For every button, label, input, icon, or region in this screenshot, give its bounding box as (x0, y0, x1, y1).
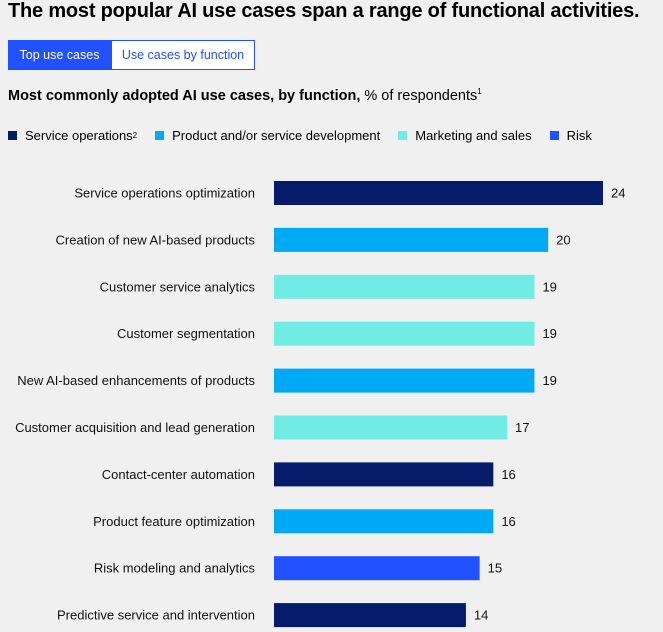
value-label: 19 (542, 326, 556, 341)
category-label: Customer service analytics (100, 279, 256, 294)
category-label: Product feature optimization (93, 514, 255, 529)
chart-subtitle: Most commonly adopted AI use cases, by f… (8, 87, 482, 104)
bar (274, 415, 508, 440)
category-label: Predictive service and intervention (57, 608, 255, 623)
value-label: 19 (542, 279, 556, 294)
legend-label: Marketing and sales (415, 128, 532, 143)
bar (274, 321, 535, 346)
bar (274, 227, 549, 252)
legend-item-marketing-sales: Marketing and sales (398, 128, 532, 143)
legend-label: Risk (566, 128, 592, 143)
bar (274, 181, 603, 205)
category-label: Risk modeling and analytics (94, 561, 256, 576)
legend-swatch (155, 131, 165, 140)
value-label: 16 (501, 467, 515, 482)
value-label: 20 (556, 232, 570, 247)
bar (274, 603, 466, 628)
legend-swatch (8, 131, 17, 140)
legend-swatch (398, 131, 408, 140)
bar (274, 462, 494, 487)
bar (274, 509, 494, 534)
chart-headline: The most popular AI use cases span a ran… (8, 0, 640, 22)
bar (274, 368, 535, 393)
legend-label: Product and/or service development (172, 128, 381, 143)
legend-footnote: 2 (132, 131, 138, 140)
legend-item-service-operations: Service operations 2 (8, 128, 137, 143)
value-label: 16 (501, 514, 515, 529)
category-label: Customer segmentation (117, 326, 255, 341)
chart-legend: Service operations 2 Product and/or servi… (8, 128, 592, 143)
legend-item-product-development: Product and/or service development (155, 128, 380, 143)
category-label: Contact-center automation (102, 467, 255, 482)
legend-swatch (549, 131, 559, 140)
category-label: Customer acquisition and lead generation (15, 420, 255, 435)
subtitle-footnote: 1 (477, 87, 482, 96)
category-label: New AI-based enhancements of products (17, 373, 255, 388)
category-label: Service operations optimization (74, 186, 255, 201)
value-label: 15 (488, 561, 502, 576)
value-label: 19 (542, 373, 556, 388)
tab-top-use-cases[interactable]: Top use cases (8, 40, 111, 70)
subtitle-bold: Most commonly adopted AI use cases, by f… (8, 87, 361, 104)
category-label: Creation of new AI-based products (56, 232, 256, 247)
subtitle-rest: % of respondents (360, 87, 478, 104)
legend-label: Service operations (25, 128, 133, 143)
tab-use-cases-by-function[interactable]: Use cases by function (111, 40, 255, 70)
bar (274, 556, 480, 581)
legend-item-risk: Risk (549, 128, 592, 143)
tab-bar: Top use cases Use cases by function (8, 40, 255, 70)
value-label: 24 (611, 186, 625, 201)
value-label: 14 (474, 608, 488, 623)
bar (274, 274, 535, 299)
value-label: 17 (515, 420, 529, 435)
